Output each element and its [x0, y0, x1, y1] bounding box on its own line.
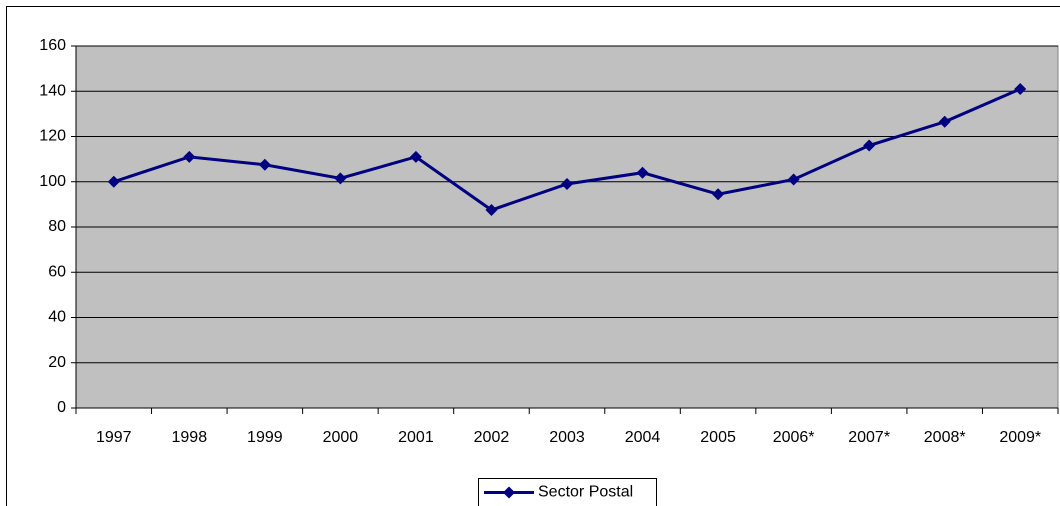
y-tick-label: 100 — [39, 173, 66, 190]
x-tick-label: 2008* — [924, 429, 966, 446]
data-point — [1014, 82, 1027, 95]
chart-border — [6, 6, 1060, 506]
y-tick-label: 120 — [39, 128, 66, 145]
data-point — [787, 173, 800, 186]
x-tick-label: 2007* — [848, 429, 890, 446]
x-tick-label: 1997 — [96, 429, 132, 446]
x-tick-label: 2006* — [773, 429, 815, 446]
data-point — [636, 166, 649, 179]
data-point — [485, 204, 498, 217]
data-point — [107, 175, 120, 188]
y-tick-label: 40 — [48, 309, 66, 326]
y-tick-label: 140 — [39, 82, 66, 99]
x-tick-label: 2002 — [474, 429, 510, 446]
data-point — [863, 139, 876, 152]
legend-marker — [503, 486, 515, 499]
data-point — [561, 178, 573, 191]
y-tick-label: 80 — [48, 218, 66, 235]
y-tick-label: 160 — [39, 37, 66, 54]
x-tick-label: 2003 — [549, 429, 585, 446]
data-point — [712, 188, 725, 201]
x-tick-label: 2004 — [625, 429, 661, 446]
data-point — [409, 150, 422, 163]
x-tick-label: 2001 — [398, 429, 434, 446]
data-point — [183, 150, 196, 163]
x-tick-label: 2009* — [999, 429, 1041, 446]
legend-label: Sector Postal — [538, 484, 633, 501]
data-point — [938, 115, 951, 128]
y-tick-label: 20 — [48, 354, 66, 371]
y-tick-label: 0 — [57, 399, 66, 416]
x-tick-label: 1999 — [247, 429, 283, 446]
x-tick-label: 2005 — [700, 429, 736, 446]
y-tick-label: 60 — [48, 263, 66, 280]
x-tick-label: 1998 — [172, 429, 208, 446]
x-tick-label: 2000 — [323, 429, 359, 446]
data-point — [334, 172, 347, 185]
data-point — [258, 158, 271, 171]
